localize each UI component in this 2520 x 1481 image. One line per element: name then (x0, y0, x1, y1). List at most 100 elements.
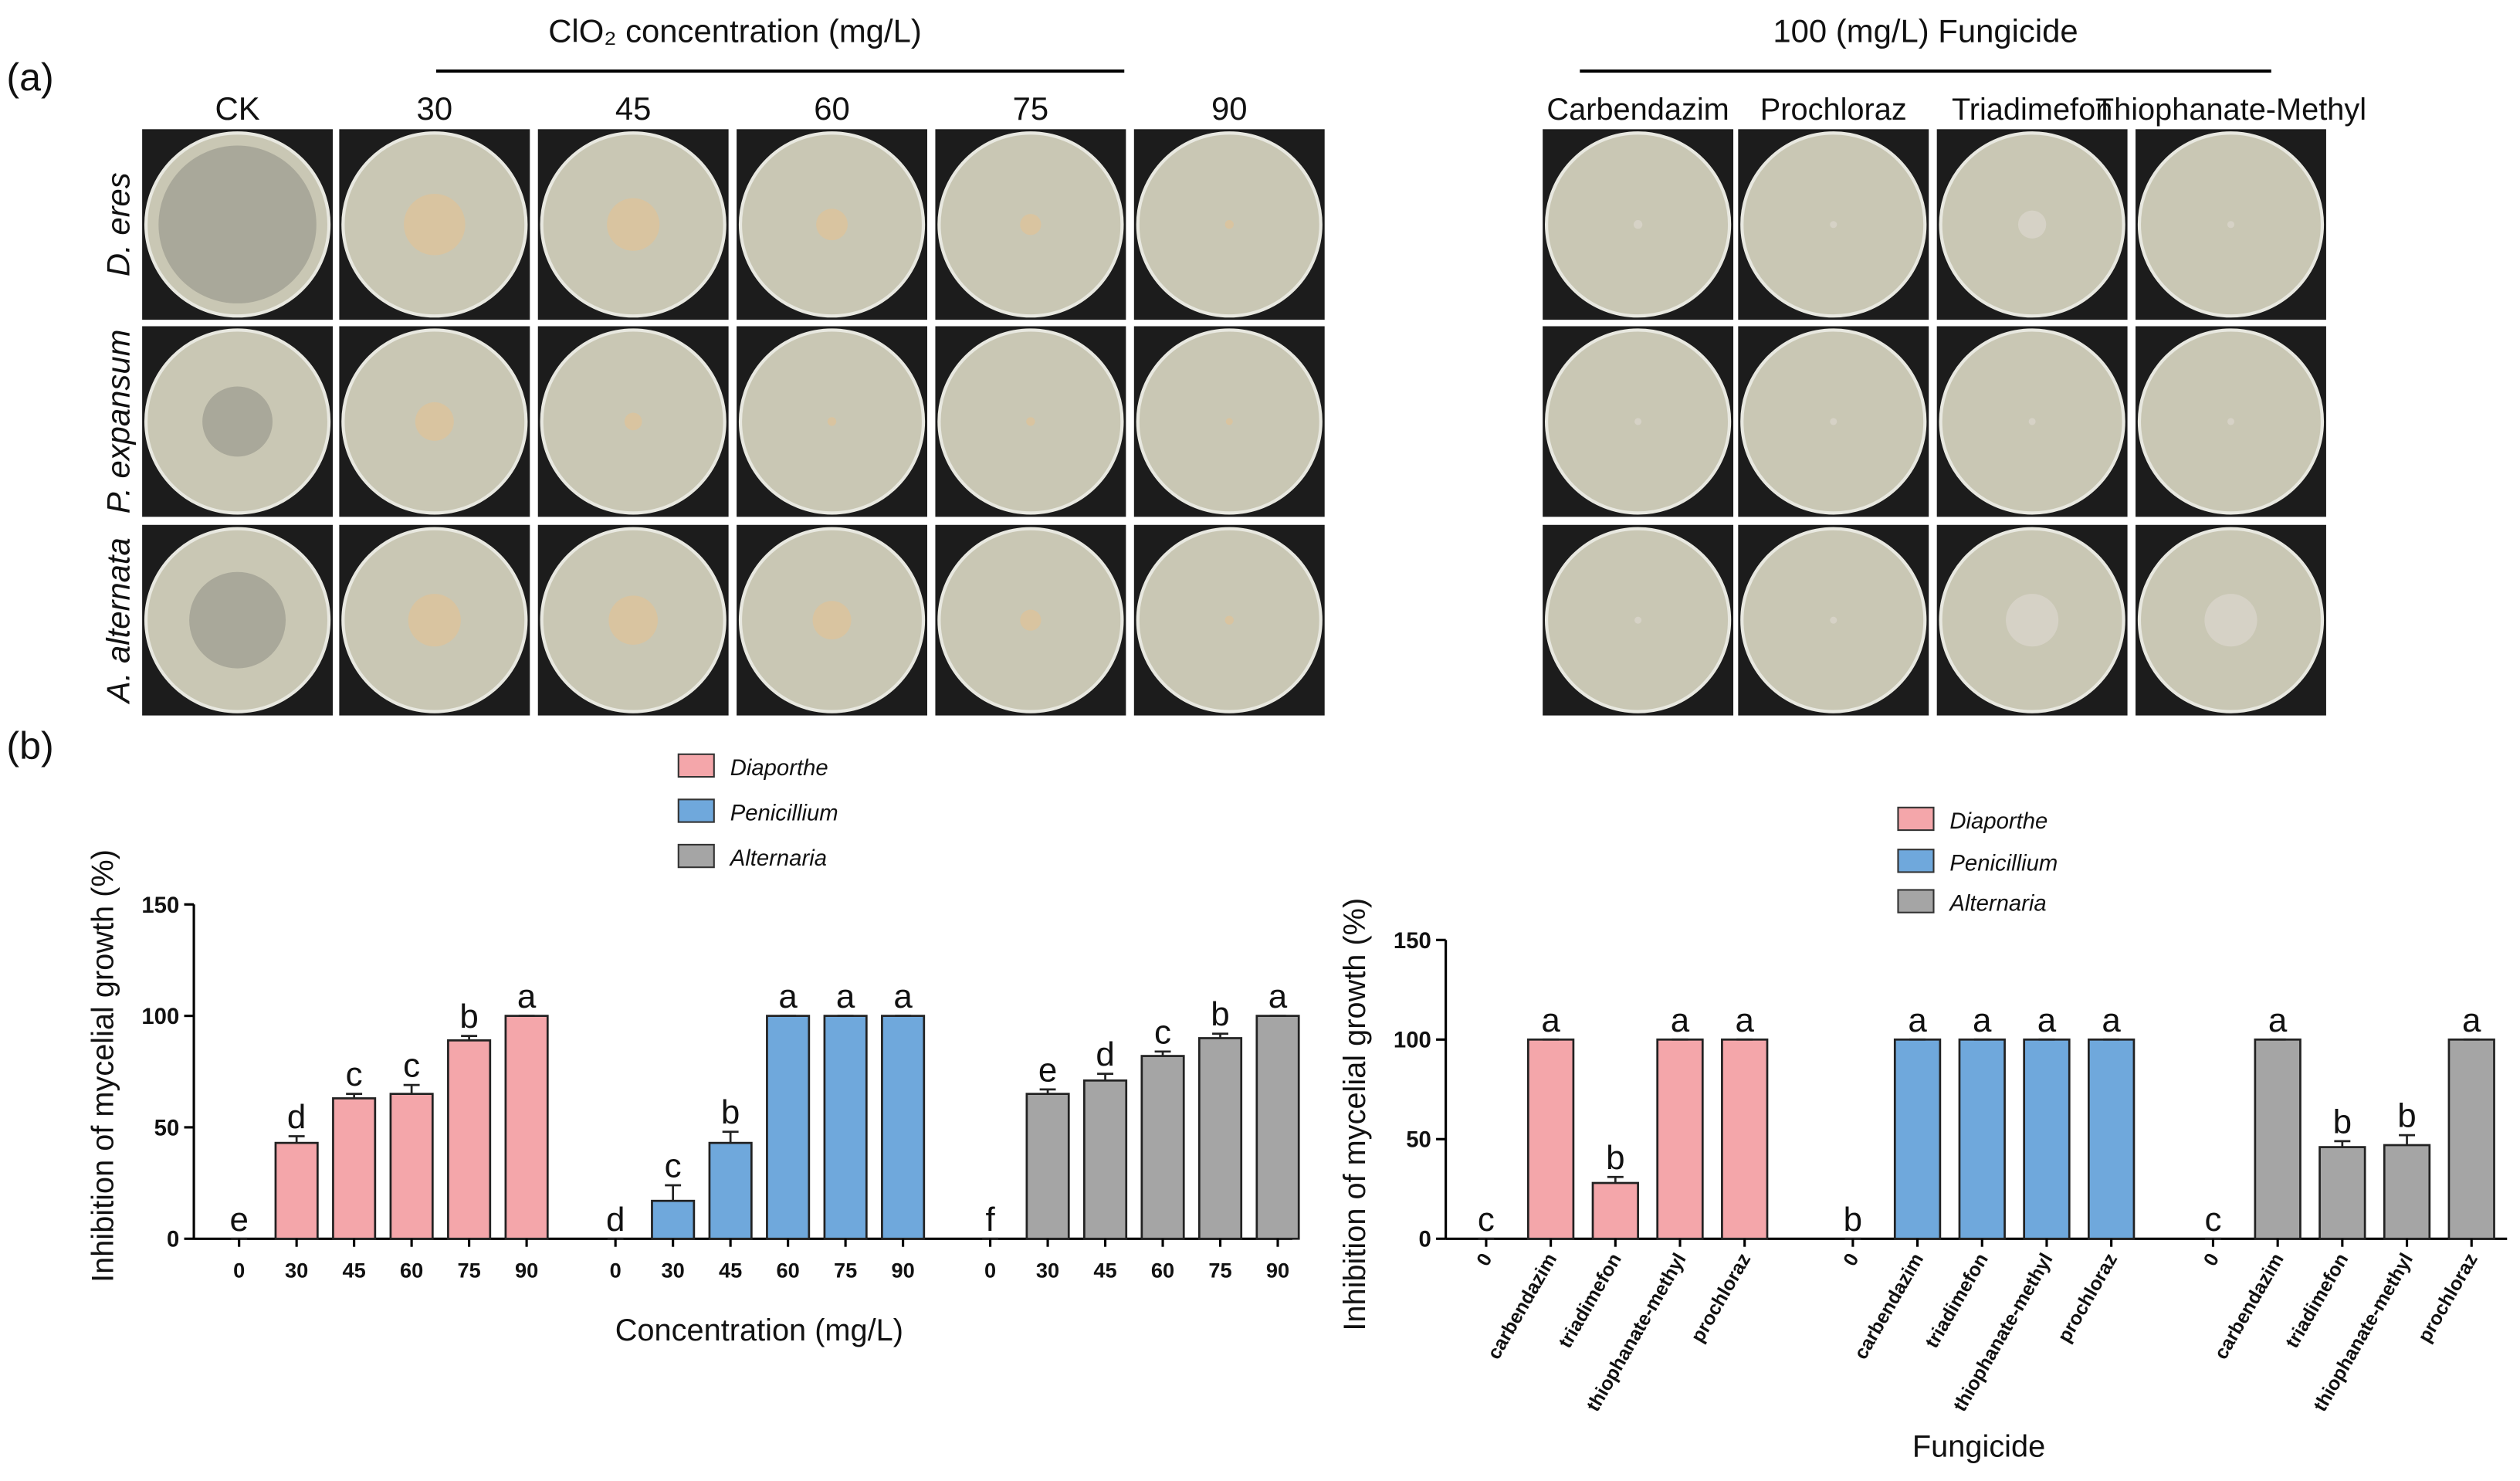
x-tick-label: triadimefon (1554, 1249, 1626, 1351)
colony (1224, 220, 1234, 229)
significance-letter: a (1541, 1001, 1560, 1039)
x-tick-label: 0 (233, 1258, 245, 1282)
x-tick-label: 0 (1839, 1249, 1863, 1269)
legend-swatch (1897, 889, 1935, 913)
x-tick-label: prochloraz (1687, 1249, 1755, 1346)
error-bar (722, 1130, 739, 1144)
significance-letter: c (1154, 1013, 1171, 1051)
y-axis-label: Inhibition of mycelial growth (%) (86, 849, 120, 1283)
significance-letter: a (1268, 978, 1288, 1015)
x-tick-label: 60 (1151, 1258, 1174, 1282)
x-tick-label: triadimefon (2281, 1249, 2353, 1351)
colony (202, 386, 273, 457)
column-label: 60 (814, 90, 850, 127)
colony (607, 198, 660, 251)
significance-letter: c (665, 1147, 682, 1185)
significance-letter: a (2037, 1001, 2057, 1039)
colony (1634, 616, 1642, 624)
column-label: Triadimefon (1952, 93, 2112, 127)
significance-letter: b (1606, 1139, 1624, 1177)
legend-swatch (1897, 806, 1935, 832)
error-bar (346, 1093, 363, 1099)
legend-swatch (1897, 849, 1935, 873)
row-label: A. alternata (100, 537, 136, 705)
bar (1893, 1038, 1942, 1240)
colony (1020, 609, 1042, 631)
x-tick-label: 90 (1266, 1258, 1289, 1282)
colony (624, 412, 642, 431)
column-label: 75 (1013, 90, 1049, 127)
significance-letter: c (2204, 1201, 2221, 1239)
x-tick-label: 90 (515, 1258, 538, 1282)
significance-letter: c (1478, 1201, 1495, 1239)
significance-letter: d (287, 1098, 306, 1136)
column-label: CK (215, 90, 260, 127)
x-tick-label: 30 (285, 1258, 308, 1282)
legend-label: Penicillium (730, 801, 838, 826)
colony (2227, 418, 2235, 425)
x-tick-label: 0 (1472, 1249, 1496, 1269)
significance-letter: c (346, 1056, 363, 1093)
x-axis-label: Fungicide (1912, 1430, 2045, 1464)
bar (1025, 1093, 1070, 1240)
significance-letter: a (778, 978, 798, 1015)
column-label: 90 (1211, 90, 1248, 127)
bar (1958, 1038, 2006, 1240)
column-label: Carbendazim (1546, 93, 1729, 127)
significance-letter: a (893, 978, 913, 1015)
x-tick-label: 0 (984, 1258, 996, 1282)
y-tick-label: 50 (154, 1115, 180, 1140)
bar (2383, 1144, 2431, 1240)
significance-letter: a (517, 978, 537, 1015)
bar (1721, 1038, 1769, 1240)
colony (827, 417, 837, 426)
x-tick-label: carbendazim (1850, 1249, 1928, 1363)
x-tick-label: carbendazim (1483, 1249, 1561, 1363)
bar (504, 1015, 549, 1240)
column-header: ClO₂ concentration (mg/L) (548, 12, 922, 49)
x-tick-label: 60 (400, 1258, 423, 1282)
bar (1140, 1055, 1185, 1240)
x-tick-label: carbendazim (2210, 1249, 2288, 1363)
error-bar (461, 1035, 478, 1041)
significance-letter: b (721, 1093, 740, 1131)
bar (1526, 1038, 1575, 1240)
legend-label: Diaporthe (730, 755, 828, 781)
significance-letter: a (1735, 1001, 1754, 1039)
colony (2017, 210, 2047, 239)
error-bar (1039, 1088, 1056, 1094)
x-tick-label: 45 (343, 1258, 366, 1282)
colony (812, 601, 852, 640)
colony (1830, 616, 1838, 624)
legend-label: Diaporthe (1949, 808, 2048, 834)
bar (1656, 1038, 1704, 1240)
bar (447, 1039, 492, 1240)
error-bar (1097, 1073, 1114, 1081)
colony (1026, 417, 1035, 426)
x-tick-label: 30 (662, 1258, 685, 1282)
bar (1591, 1181, 1639, 1240)
bar (708, 1141, 753, 1240)
panel-label: (a) (6, 56, 53, 99)
colony (2227, 221, 2235, 229)
column-header: 100 (mg/L) Fungicide (1773, 12, 2078, 49)
bar (1082, 1079, 1128, 1240)
colony (1225, 418, 1233, 425)
x-tick-label: 90 (891, 1258, 914, 1282)
x-tick-label: 0 (610, 1258, 622, 1282)
column-label: 30 (417, 90, 453, 127)
colony (1020, 214, 1042, 236)
significance-letter: b (2333, 1103, 2352, 1140)
significance-letter: a (1908, 1001, 1927, 1039)
bar (1197, 1037, 1243, 1240)
column-label: Thiophanate-Methyl (2095, 93, 2366, 127)
y-tick-label: 50 (1406, 1127, 1431, 1153)
significance-letter: b (459, 998, 478, 1035)
significance-letter: c (403, 1047, 420, 1085)
error-bar (403, 1083, 420, 1094)
colony (189, 571, 286, 669)
x-tick-label: 60 (777, 1258, 800, 1282)
bar (881, 1015, 926, 1240)
colony (158, 145, 317, 303)
